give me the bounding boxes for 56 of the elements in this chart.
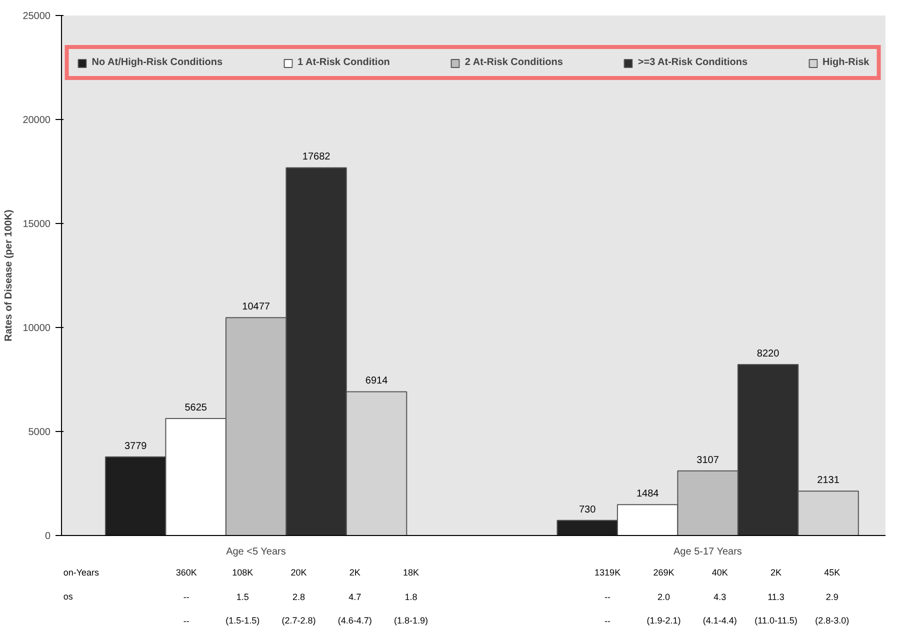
text: os (63, 592, 74, 602)
data-label: 5625 (184, 402, 208, 414)
text: 2.0 (657, 592, 670, 602)
text: 40K (712, 568, 728, 578)
text: 11.3 (768, 592, 784, 602)
text: 18K (403, 568, 420, 578)
data-label: 17682 (302, 152, 331, 163)
y-tick-label: 15000 (22, 219, 51, 230)
text: on-Years (63, 568, 100, 578)
text: (4.6-4.7) (338, 616, 372, 626)
data-label: 3107 (696, 454, 720, 466)
text: (1.9-2.1) (646, 616, 681, 626)
x-tick-label: Age 5-17 Years (674, 546, 742, 558)
legend-label: No At/High-Risk Conditions (92, 57, 223, 68)
text: 1.8 (404, 592, 418, 602)
text: 45K (824, 568, 840, 578)
legend-label: High-Risk (822, 57, 870, 68)
text: 2K (349, 568, 360, 578)
text: (2.7-2.8) (282, 616, 316, 626)
y-tick-label: 0 (44, 531, 51, 542)
data-label: 1484 (636, 488, 660, 500)
text: 4.7 (348, 592, 362, 602)
y-tick-label: 25000 (22, 11, 51, 22)
y-tick-label: 20000 (22, 115, 51, 126)
legend-label: >=3 At-Risk Conditions (638, 57, 748, 68)
text: (1.8-1.9) (394, 616, 428, 626)
text: 269K (653, 568, 674, 578)
text: (2.8-3.0) (815, 616, 850, 626)
text: 2.8 (292, 592, 305, 602)
data-label: 8220 (756, 348, 780, 360)
text: 108K (232, 568, 254, 578)
legend-label: 2 At-Risk Conditions (464, 57, 563, 68)
text: -- (183, 616, 190, 626)
text: 20K (290, 568, 307, 578)
text: (11.0-11.5) (754, 616, 798, 626)
text: 1319K (594, 568, 621, 578)
y-axis-title: Rates of Disease (per 100K) (4, 210, 15, 342)
text: 2.9 (826, 592, 838, 602)
text: 1.5 (236, 592, 249, 602)
text: 2K (770, 568, 782, 578)
y-tick-label: 10000 (22, 323, 51, 334)
data-label: 6914 (365, 376, 388, 387)
text: (1.5-1.5) (226, 616, 260, 626)
text: -- (604, 592, 611, 602)
text: -- (183, 592, 190, 602)
y-tick-label: 5000 (28, 427, 51, 438)
data-label: 10477 (242, 302, 270, 313)
x-tick-label: Age <5 Years (226, 546, 286, 558)
data-label: 730 (579, 504, 596, 516)
text: -- (604, 616, 611, 626)
text: (4.1-4.4) (702, 616, 737, 626)
data-label: 3779 (124, 440, 148, 452)
text: 360K (176, 568, 197, 578)
legend-label: 1 At-Risk Condition (298, 57, 390, 68)
data-label: 2131 (817, 475, 840, 486)
text: 4.3 (714, 592, 726, 602)
